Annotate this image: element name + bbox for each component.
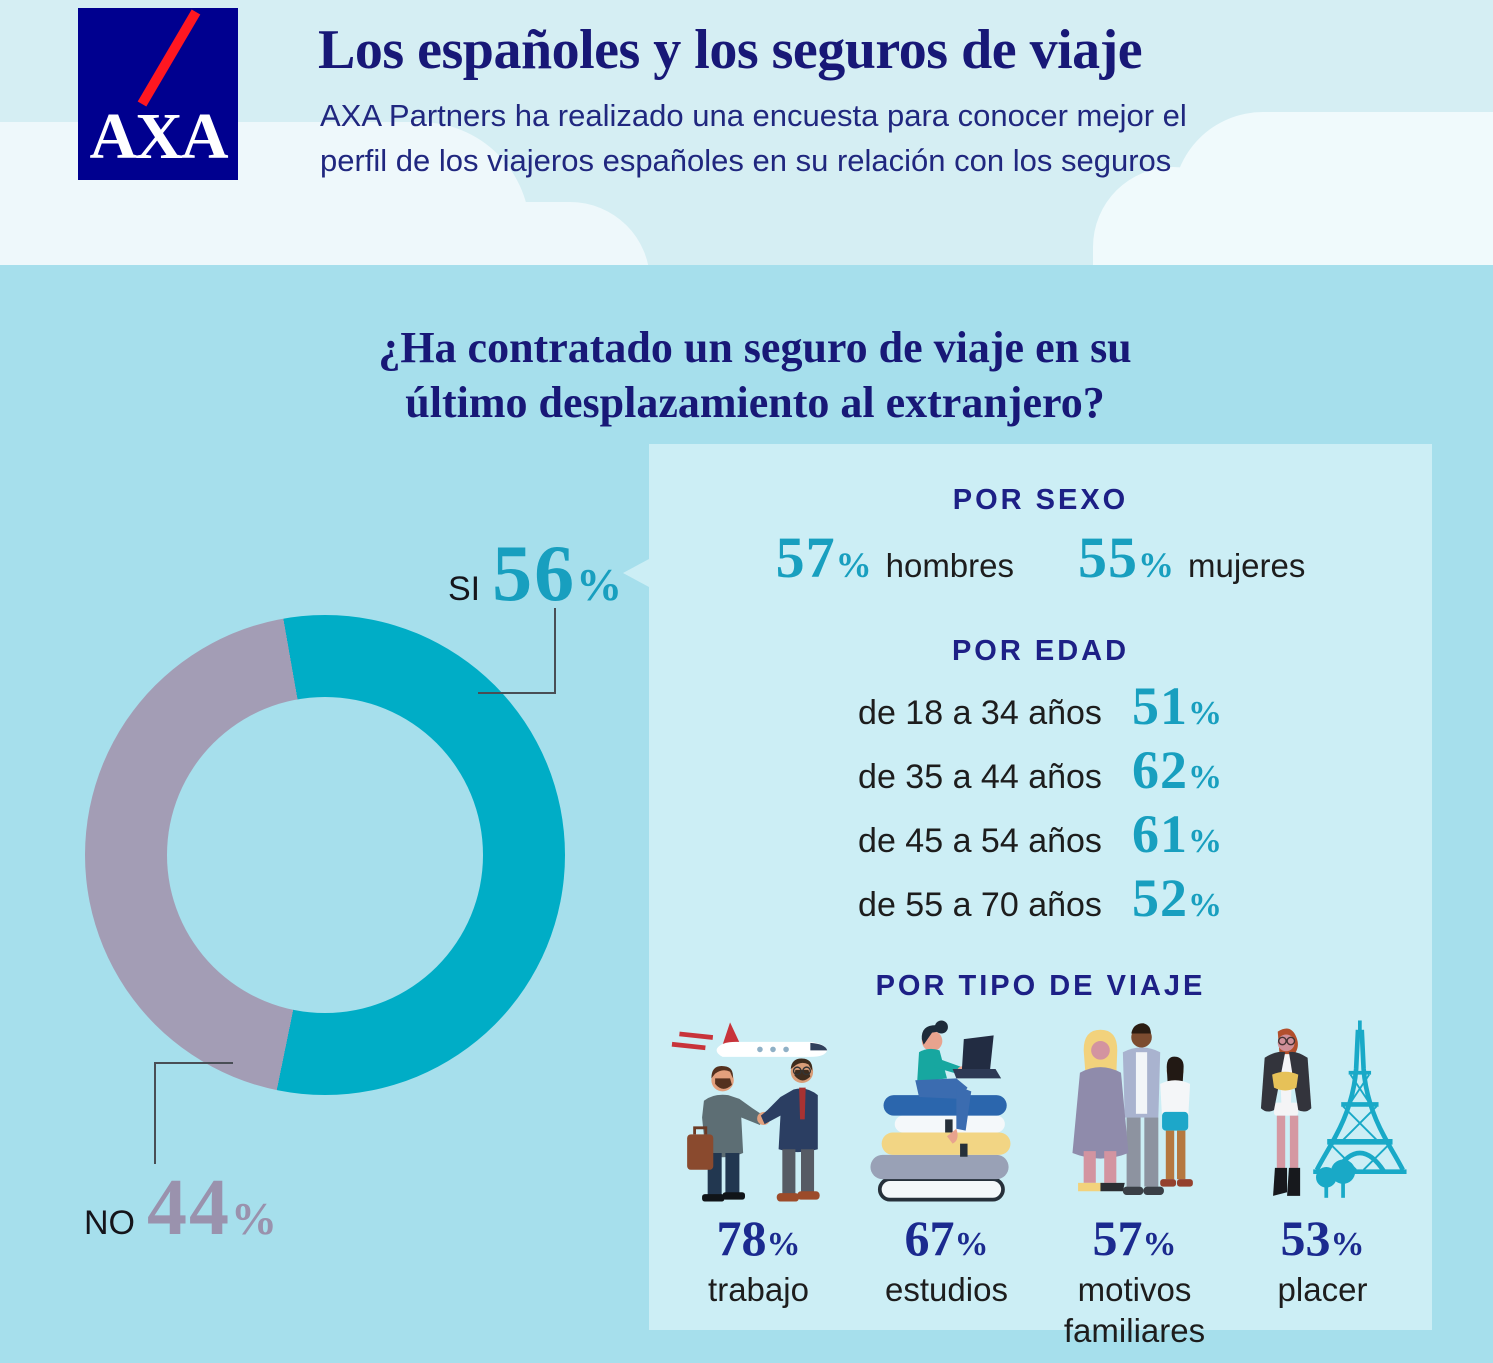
hombres-label: hombres xyxy=(885,547,1014,584)
por-tipo-row: 78% trabajo xyxy=(649,1013,1432,1352)
mujeres-label: mujeres xyxy=(1188,547,1306,584)
axa-red-slash-icon xyxy=(137,9,201,107)
edad-row-label: de 55 a 70 años xyxy=(858,886,1102,924)
page-title: Los españoles y los seguros de viaje xyxy=(318,19,1143,81)
father xyxy=(1122,1023,1164,1195)
axa-logo: AXA xyxy=(78,8,238,180)
question-line-1: ¿Ha contratado un seguro de viaje en su xyxy=(378,323,1132,372)
trees xyxy=(1315,1159,1355,1198)
motivos-familiares-value: 57% xyxy=(1092,1210,1177,1266)
hombres-value: 57 xyxy=(775,525,836,590)
tipo-item-placer: 53% placer xyxy=(1232,1013,1414,1352)
tipo-item-estudios: 67% estudios xyxy=(856,1013,1038,1352)
por-edad-title: POR EDAD xyxy=(951,635,1130,667)
por-sexo-title: POR SEXO xyxy=(952,484,1129,516)
trabajo-label: trabajo xyxy=(708,1271,809,1308)
tipo-item-motivos-familiares: 57% motivos familiares xyxy=(1044,1013,1226,1352)
si-category-label: SI xyxy=(448,570,481,608)
tipo-item-trabajo: 78% trabajo xyxy=(668,1013,850,1352)
placer-value: 53% xyxy=(1280,1210,1365,1266)
no-value: 44 xyxy=(147,1164,231,1252)
businessman-left xyxy=(686,1065,770,1202)
edad-percent-sign: % xyxy=(1187,759,1223,796)
daughter xyxy=(1159,1056,1193,1187)
edad-row-label: de 35 a 44 años xyxy=(858,758,1102,796)
edad-row-value: 52% xyxy=(1131,868,1223,928)
no-category-label: NO xyxy=(84,1204,135,1242)
edad-percent-sign: % xyxy=(1187,695,1223,732)
estudios-value: 67% xyxy=(904,1210,989,1266)
family-icon xyxy=(1071,1023,1193,1195)
mother xyxy=(1071,1029,1128,1192)
student-books-laptop-icon xyxy=(869,1020,1010,1202)
si-callout-connector-line xyxy=(478,608,556,694)
mujeres-value: 55 xyxy=(1078,525,1138,590)
eiffel-tower xyxy=(1312,1020,1407,1174)
subtitle-line-2: perfil de los viajeros españoles en su r… xyxy=(320,142,1172,178)
edad-percent-sign: % xyxy=(1187,887,1223,924)
motivos-familiares-label: motivos familiares xyxy=(1063,1271,1206,1350)
mujeres-percent-sign: % xyxy=(1138,545,1174,585)
tourist-eiffel-tower-icon xyxy=(1260,1020,1407,1198)
header: AXA Los españoles y los seguros de viaje… xyxy=(0,0,1493,265)
edad-row-value: 62% xyxy=(1131,740,1223,800)
question-line-2: último desplazamiento al extranjero? xyxy=(405,378,1105,427)
por-edad-table: de 18 a 34 años 51% de 35 a 44 años 62% … xyxy=(858,678,1223,934)
tourist-woman xyxy=(1260,1028,1311,1196)
stats-panel: POR SEXO 57 % hombres 55 % mujeres POR E… xyxy=(623,444,1432,1349)
donut-chart xyxy=(85,615,565,1095)
edad-percent-sign: % xyxy=(1187,823,1223,860)
placer-percent-sign: % xyxy=(1330,1226,1365,1263)
survey-question: ¿Ha contratado un seguro de viaje en su … xyxy=(300,320,1210,430)
trabajo-value: 78% xyxy=(716,1210,801,1266)
airplane xyxy=(671,1022,827,1057)
hombres-percent-sign: % xyxy=(835,545,872,585)
subtitle-line-1: AXA Partners ha realizado una encuesta p… xyxy=(320,98,1187,133)
motivos-familiares-percent-sign: % xyxy=(1142,1226,1177,1263)
edad-row-label: de 45 a 54 años xyxy=(858,822,1102,860)
books-stack xyxy=(869,1095,1010,1202)
trabajo-percent-sign: % xyxy=(766,1226,801,1263)
cloud-right-shape xyxy=(1093,112,1493,265)
page-subtitle: AXA Partners ha realizado una encuesta p… xyxy=(320,94,1187,184)
sexo-item-hombres: 57 % hombres xyxy=(776,529,1014,587)
edad-row-label: de 18 a 34 años xyxy=(858,694,1102,732)
student xyxy=(914,1020,1001,1144)
no-callout: NO 44 % xyxy=(84,1168,277,1248)
estudios-label: estudios xyxy=(885,1271,1008,1308)
si-callout: SI 56 % xyxy=(448,534,622,614)
sexo-item-mujeres: 55 % mujeres xyxy=(1078,529,1305,587)
por-sexo-row: 57 % hombres 55 % mujeres xyxy=(649,529,1432,587)
panel-pointer-notch xyxy=(623,559,649,587)
edad-row-value: 51% xyxy=(1131,676,1223,736)
por-tipo-title: POR TIPO DE VIAJE xyxy=(875,970,1206,1002)
no-percent-sign: % xyxy=(231,1193,277,1244)
si-value: 56 xyxy=(492,530,577,618)
placer-label: placer xyxy=(1277,1271,1368,1308)
estudios-percent-sign: % xyxy=(954,1226,989,1263)
si-percent-sign: % xyxy=(576,559,623,610)
axa-logo-letters: AXA xyxy=(90,100,229,173)
edad-row-value: 61% xyxy=(1131,804,1223,864)
no-callout-connector-line xyxy=(154,1062,233,1164)
businessman-right xyxy=(760,1058,820,1202)
handshake-airplane-icon xyxy=(671,1022,827,1202)
